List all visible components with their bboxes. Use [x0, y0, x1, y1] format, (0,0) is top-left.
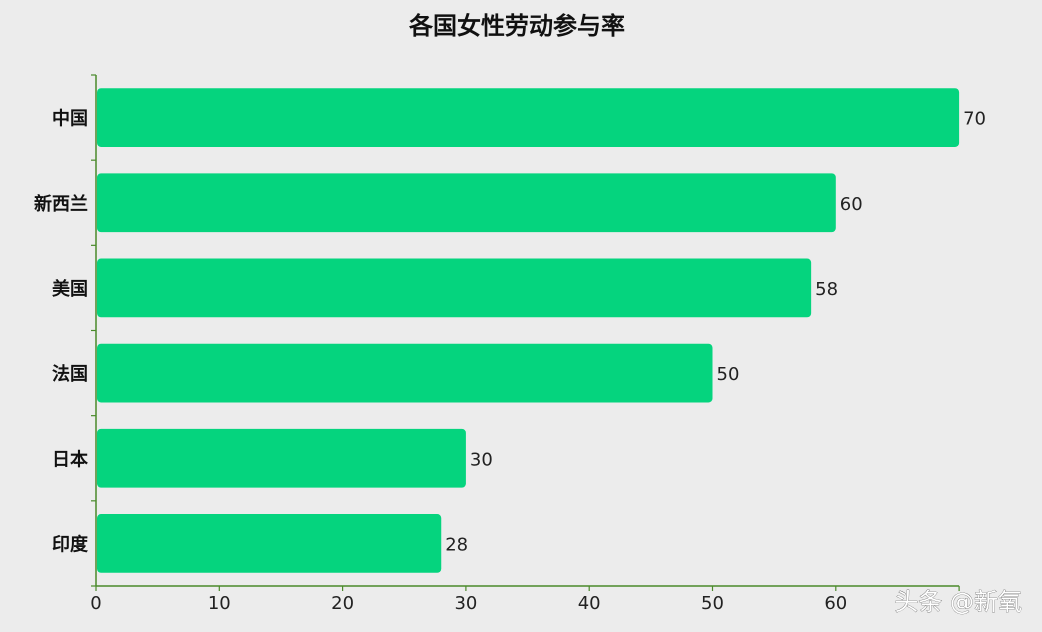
x-tick-label: 40 — [578, 593, 601, 614]
bar — [97, 258, 812, 318]
x-tick-label: 50 — [701, 593, 724, 614]
x-tick-label: 60 — [824, 593, 847, 614]
axes-layer: 0 10 20 30 40 50 60 — [90, 74, 960, 614]
chart-title: 各国女性劳动参与率 — [408, 12, 625, 40]
x-tick-label: 10 — [208, 593, 231, 614]
x-tick-label: 0 — [90, 593, 101, 614]
category-label: 新西兰 — [34, 193, 88, 215]
data-label: 30 — [470, 449, 493, 470]
data-label: 58 — [815, 279, 838, 300]
data-label: 60 — [840, 194, 863, 215]
category-label: 日本 — [52, 448, 88, 470]
bar — [97, 88, 960, 147]
data-label: 50 — [717, 364, 740, 385]
category-label: 法国 — [52, 363, 88, 385]
bar — [97, 428, 466, 488]
category-label: 美国 — [52, 278, 88, 300]
data-label: 28 — [445, 534, 468, 555]
x-tick-label: 20 — [331, 593, 354, 614]
category-label: 中国 — [52, 108, 88, 130]
x-tick-label: 30 — [454, 593, 477, 614]
bar — [97, 173, 836, 233]
bars-layer: 中国 70 新西兰 60 美国 58 法国 50 日本 30 印度 28 — [34, 88, 986, 573]
category-label: 印度 — [52, 533, 89, 555]
bar — [97, 343, 713, 403]
data-label: 70 — [963, 109, 986, 130]
bar — [97, 514, 442, 573]
watermark: 头条 @新氧 — [894, 588, 1022, 616]
